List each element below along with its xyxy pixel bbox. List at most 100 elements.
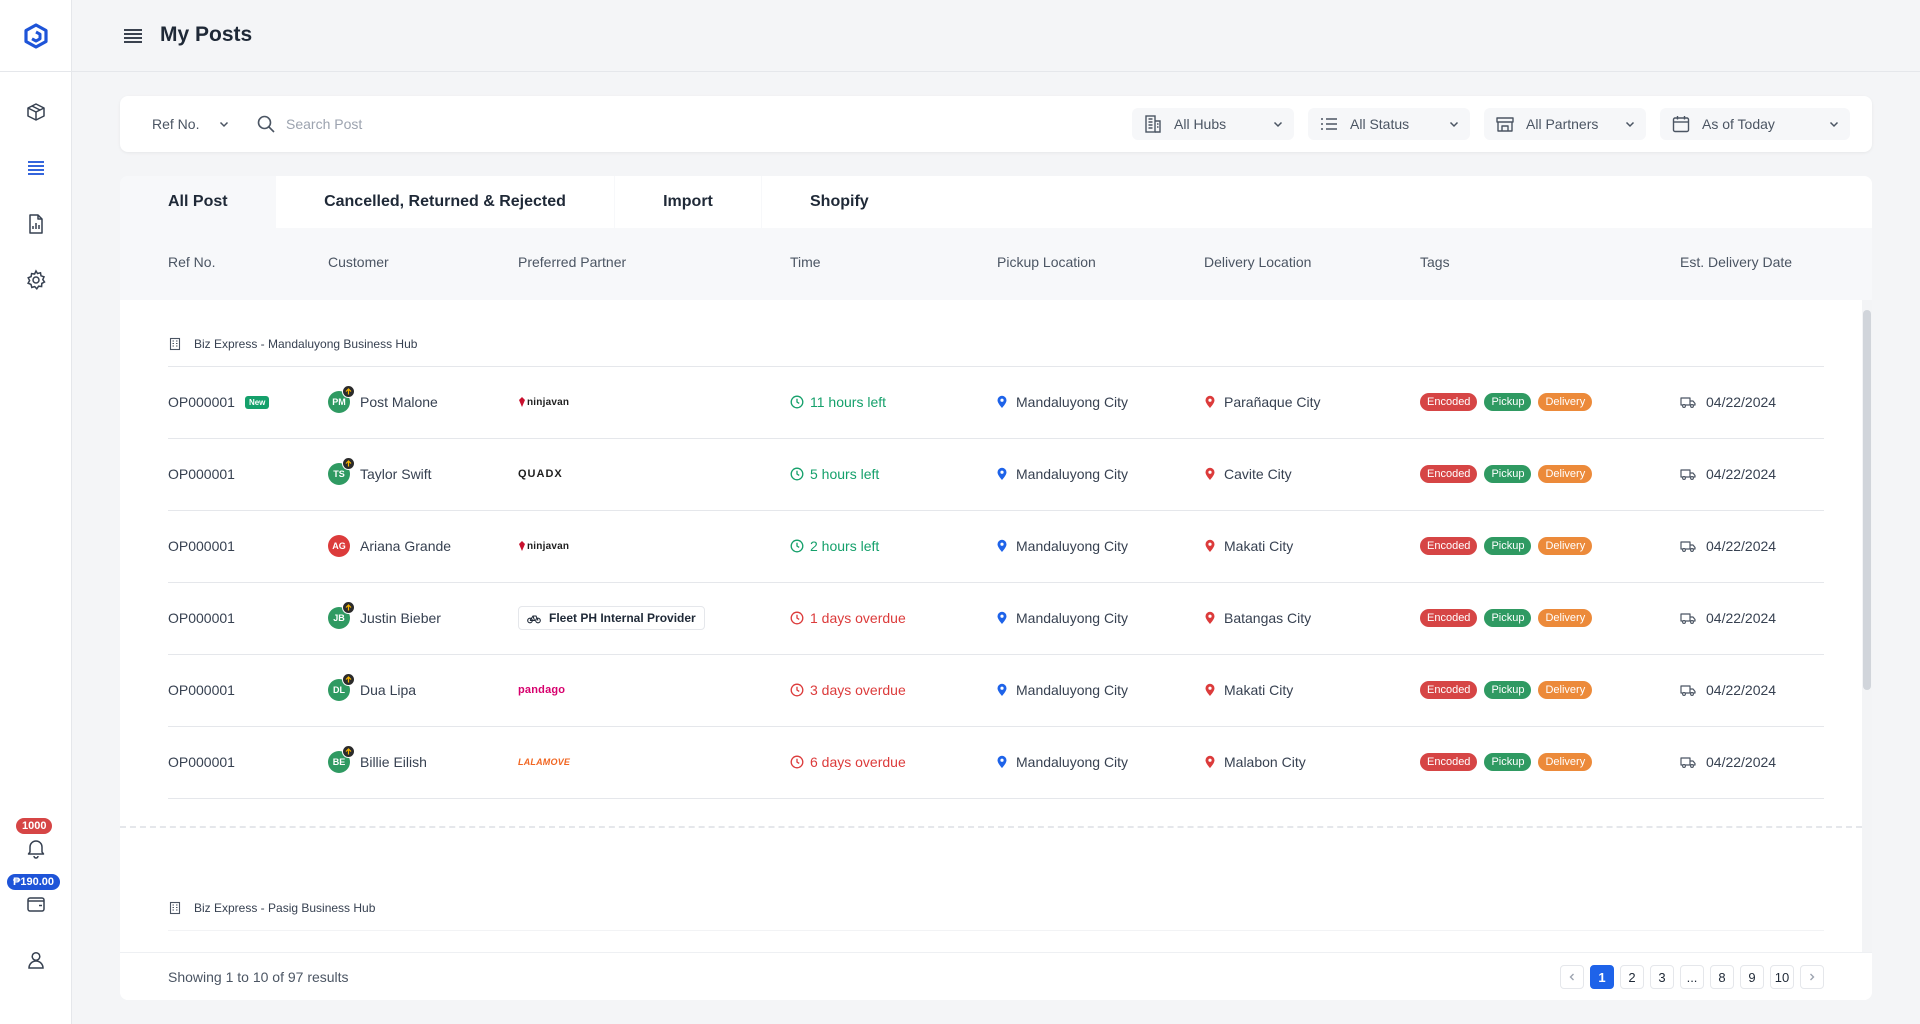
ref-number[interactable]: OP000001 bbox=[168, 682, 235, 698]
customer-name[interactable]: Justin Bieber bbox=[360, 610, 441, 626]
tags-cell: Encoded Pickup Delivery bbox=[1420, 726, 1599, 798]
ref-number[interactable]: OP000001 bbox=[168, 754, 235, 770]
table-row[interactable]: OP000001 BE Billie Eilish LALAMOVE 6 days ov… bbox=[120, 726, 1862, 798]
pagination-page-button[interactable]: 9 bbox=[1740, 965, 1764, 989]
customer-name[interactable]: Dua Lipa bbox=[360, 682, 417, 698]
partner-logo: Fleet PH Internal Provider bbox=[518, 606, 705, 630]
pagination-page-button[interactable]: 3 bbox=[1650, 965, 1674, 989]
pagination-prev-button[interactable] bbox=[1560, 965, 1584, 989]
hub-group-title: Biz Express - Pasig Business Hub bbox=[168, 901, 375, 915]
clock-icon bbox=[790, 467, 804, 481]
pagination-page-button[interactable]: 8 bbox=[1710, 965, 1734, 989]
tag-delivery: Delivery bbox=[1538, 753, 1593, 771]
arrow-up-icon bbox=[345, 748, 352, 755]
tag-encoded: Encoded bbox=[1420, 537, 1478, 555]
column-header-pickup[interactable]: Pickup Location bbox=[997, 254, 1096, 270]
priority-arrow-icon bbox=[342, 457, 355, 470]
chevron-down-icon bbox=[219, 121, 229, 128]
sidebar-item-orders[interactable] bbox=[21, 97, 51, 127]
tab-label: Cancelled, Returned & Rejected bbox=[324, 193, 566, 210]
hubs-filter[interactable]: All Hubs bbox=[1132, 108, 1294, 140]
customer-name[interactable]: Ariana Grande bbox=[360, 538, 452, 554]
pagination-page-button[interactable]: 10 bbox=[1770, 965, 1794, 989]
delivery-location: Batangas City bbox=[1224, 610, 1312, 626]
search-input[interactable] bbox=[286, 110, 886, 138]
tab-all-post[interactable]: All Post bbox=[120, 176, 276, 228]
ref-no-select-value: Ref No. bbox=[152, 116, 200, 132]
app-logo[interactable] bbox=[22, 22, 50, 50]
sidebar: 1000 ₱190.00 bbox=[0, 0, 72, 1024]
est-delivery-cell: 04/22/2024 bbox=[1680, 654, 1776, 726]
pickup-cell: Mandaluyong City bbox=[996, 366, 1128, 438]
est-delivery-date: 04/22/2024 bbox=[1706, 754, 1777, 770]
ref-number[interactable]: OP000001 bbox=[168, 466, 235, 482]
tags-cell: Encoded Pickup Delivery bbox=[1420, 438, 1599, 510]
ref-number[interactable]: OP000001 bbox=[168, 538, 235, 554]
table-row[interactable]: OP000001 TS Taylor Swift QUADX 5 hours left M… bbox=[120, 438, 1862, 510]
ref-number[interactable]: OP000001 bbox=[168, 394, 235, 410]
building-icon bbox=[169, 901, 181, 915]
results-summary: Showing 1 to 10 of 97 results bbox=[168, 969, 349, 985]
sidebar-item-notifications[interactable] bbox=[21, 833, 51, 863]
ref-number[interactable]: OP000001 bbox=[168, 610, 235, 626]
partners-filter[interactable]: All Partners bbox=[1484, 108, 1646, 140]
customer-cell: JB Justin Bieber bbox=[328, 582, 441, 654]
sidebar-item-settings[interactable] bbox=[21, 265, 51, 295]
table-row[interactable]: OP000001 AG Ariana Grande ninjavan 2 hours l… bbox=[120, 510, 1862, 582]
clock-icon bbox=[790, 683, 804, 697]
menu-icon[interactable] bbox=[122, 25, 144, 47]
scrollbar-thumb[interactable] bbox=[1863, 310, 1871, 690]
column-header-partner[interactable]: Preferred Partner bbox=[518, 254, 627, 270]
delivery-cell: Navotas City bbox=[1204, 930, 1303, 952]
customer-name[interactable]: Taylor Swift bbox=[360, 466, 432, 482]
pagination-next-button[interactable] bbox=[1800, 965, 1824, 989]
sidebar-item-posts[interactable] bbox=[21, 153, 51, 183]
row-divider bbox=[168, 726, 1824, 727]
column-header-est-date[interactable]: Est. Delivery Date bbox=[1680, 254, 1793, 270]
report-icon bbox=[29, 214, 43, 234]
pagination-page-button[interactable]: 1 bbox=[1590, 965, 1614, 989]
delivery-pin-icon-wrap bbox=[1204, 755, 1216, 769]
partner-cell: pandago bbox=[518, 654, 565, 726]
pagination-page-button[interactable]: ... bbox=[1680, 965, 1704, 989]
status-filter-value: All Status bbox=[1350, 116, 1410, 132]
table-row[interactable]: OP000001 SGSelena Gomez Ximex Delivery Exp… bbox=[120, 930, 1862, 952]
pagination-page-button[interactable]: 2 bbox=[1620, 965, 1644, 989]
sidebar-item-wallet[interactable] bbox=[21, 889, 51, 919]
tab-cancelled-returned-rejected[interactable]: Cancelled, Returned & Rejected bbox=[276, 176, 614, 228]
group-separator bbox=[120, 826, 1862, 828]
delivery-location: Cavite City bbox=[1224, 466, 1292, 482]
date-filter[interactable]: As of Today bbox=[1660, 108, 1850, 140]
avatar: JB bbox=[328, 601, 355, 629]
truck-icon-wrap bbox=[1680, 395, 1696, 409]
tags-cell: Encoded Pickup Delivery bbox=[1420, 582, 1599, 654]
sidebar-item-profile[interactable] bbox=[21, 945, 51, 975]
column-header-customer[interactable]: Customer bbox=[328, 254, 389, 270]
table-body: Biz Express - Mandaluyong Business Hub OP… bbox=[120, 300, 1872, 952]
ref-no-select[interactable]: Ref No. bbox=[144, 108, 234, 140]
map-pin-icon bbox=[997, 683, 1007, 696]
tab-shopify[interactable]: Shopify bbox=[762, 176, 1872, 228]
table-row[interactable]: OP000001 DL Dua Lipa pandago 3 days overdue M… bbox=[120, 654, 1862, 726]
column-header-ref[interactable]: Ref No. bbox=[168, 254, 216, 270]
table-row[interactable]: OP000001 JB Justin Bieber Fleet PH Internal… bbox=[120, 582, 1862, 654]
clock-icon-wrap bbox=[790, 611, 804, 625]
tab-import[interactable]: Import bbox=[615, 176, 761, 228]
hub-name: Biz Express - Mandaluyong Business Hub bbox=[194, 337, 418, 351]
column-header-tags[interactable]: Tags bbox=[1420, 254, 1450, 270]
tags-cell: Encoded Pickup Delivery bbox=[1420, 510, 1599, 582]
partner-cell: Ximex Delivery Express Inc. bbox=[518, 930, 717, 952]
status-filter[interactable]: All Status bbox=[1308, 108, 1470, 140]
column-header-time[interactable]: Time bbox=[790, 254, 821, 270]
customer-name[interactable]: Post Malone bbox=[360, 394, 438, 410]
tag-encoded: Encoded bbox=[1420, 681, 1478, 699]
sidebar-item-reports[interactable] bbox=[21, 209, 51, 239]
partner-logo: ninjavan bbox=[518, 396, 569, 408]
tag-pickup: Pickup bbox=[1484, 465, 1532, 483]
ref-cell: OP000001 bbox=[168, 726, 235, 798]
time-cell: 5 hours left bbox=[790, 438, 879, 510]
table-row[interactable]: OP000001 New PM Post Malone ninjavan 11 hours… bbox=[120, 366, 1862, 438]
customer-name[interactable]: Billie Eilish bbox=[360, 754, 427, 770]
column-header-delivery[interactable]: Delivery Location bbox=[1204, 254, 1312, 270]
new-badge: New bbox=[244, 395, 270, 409]
